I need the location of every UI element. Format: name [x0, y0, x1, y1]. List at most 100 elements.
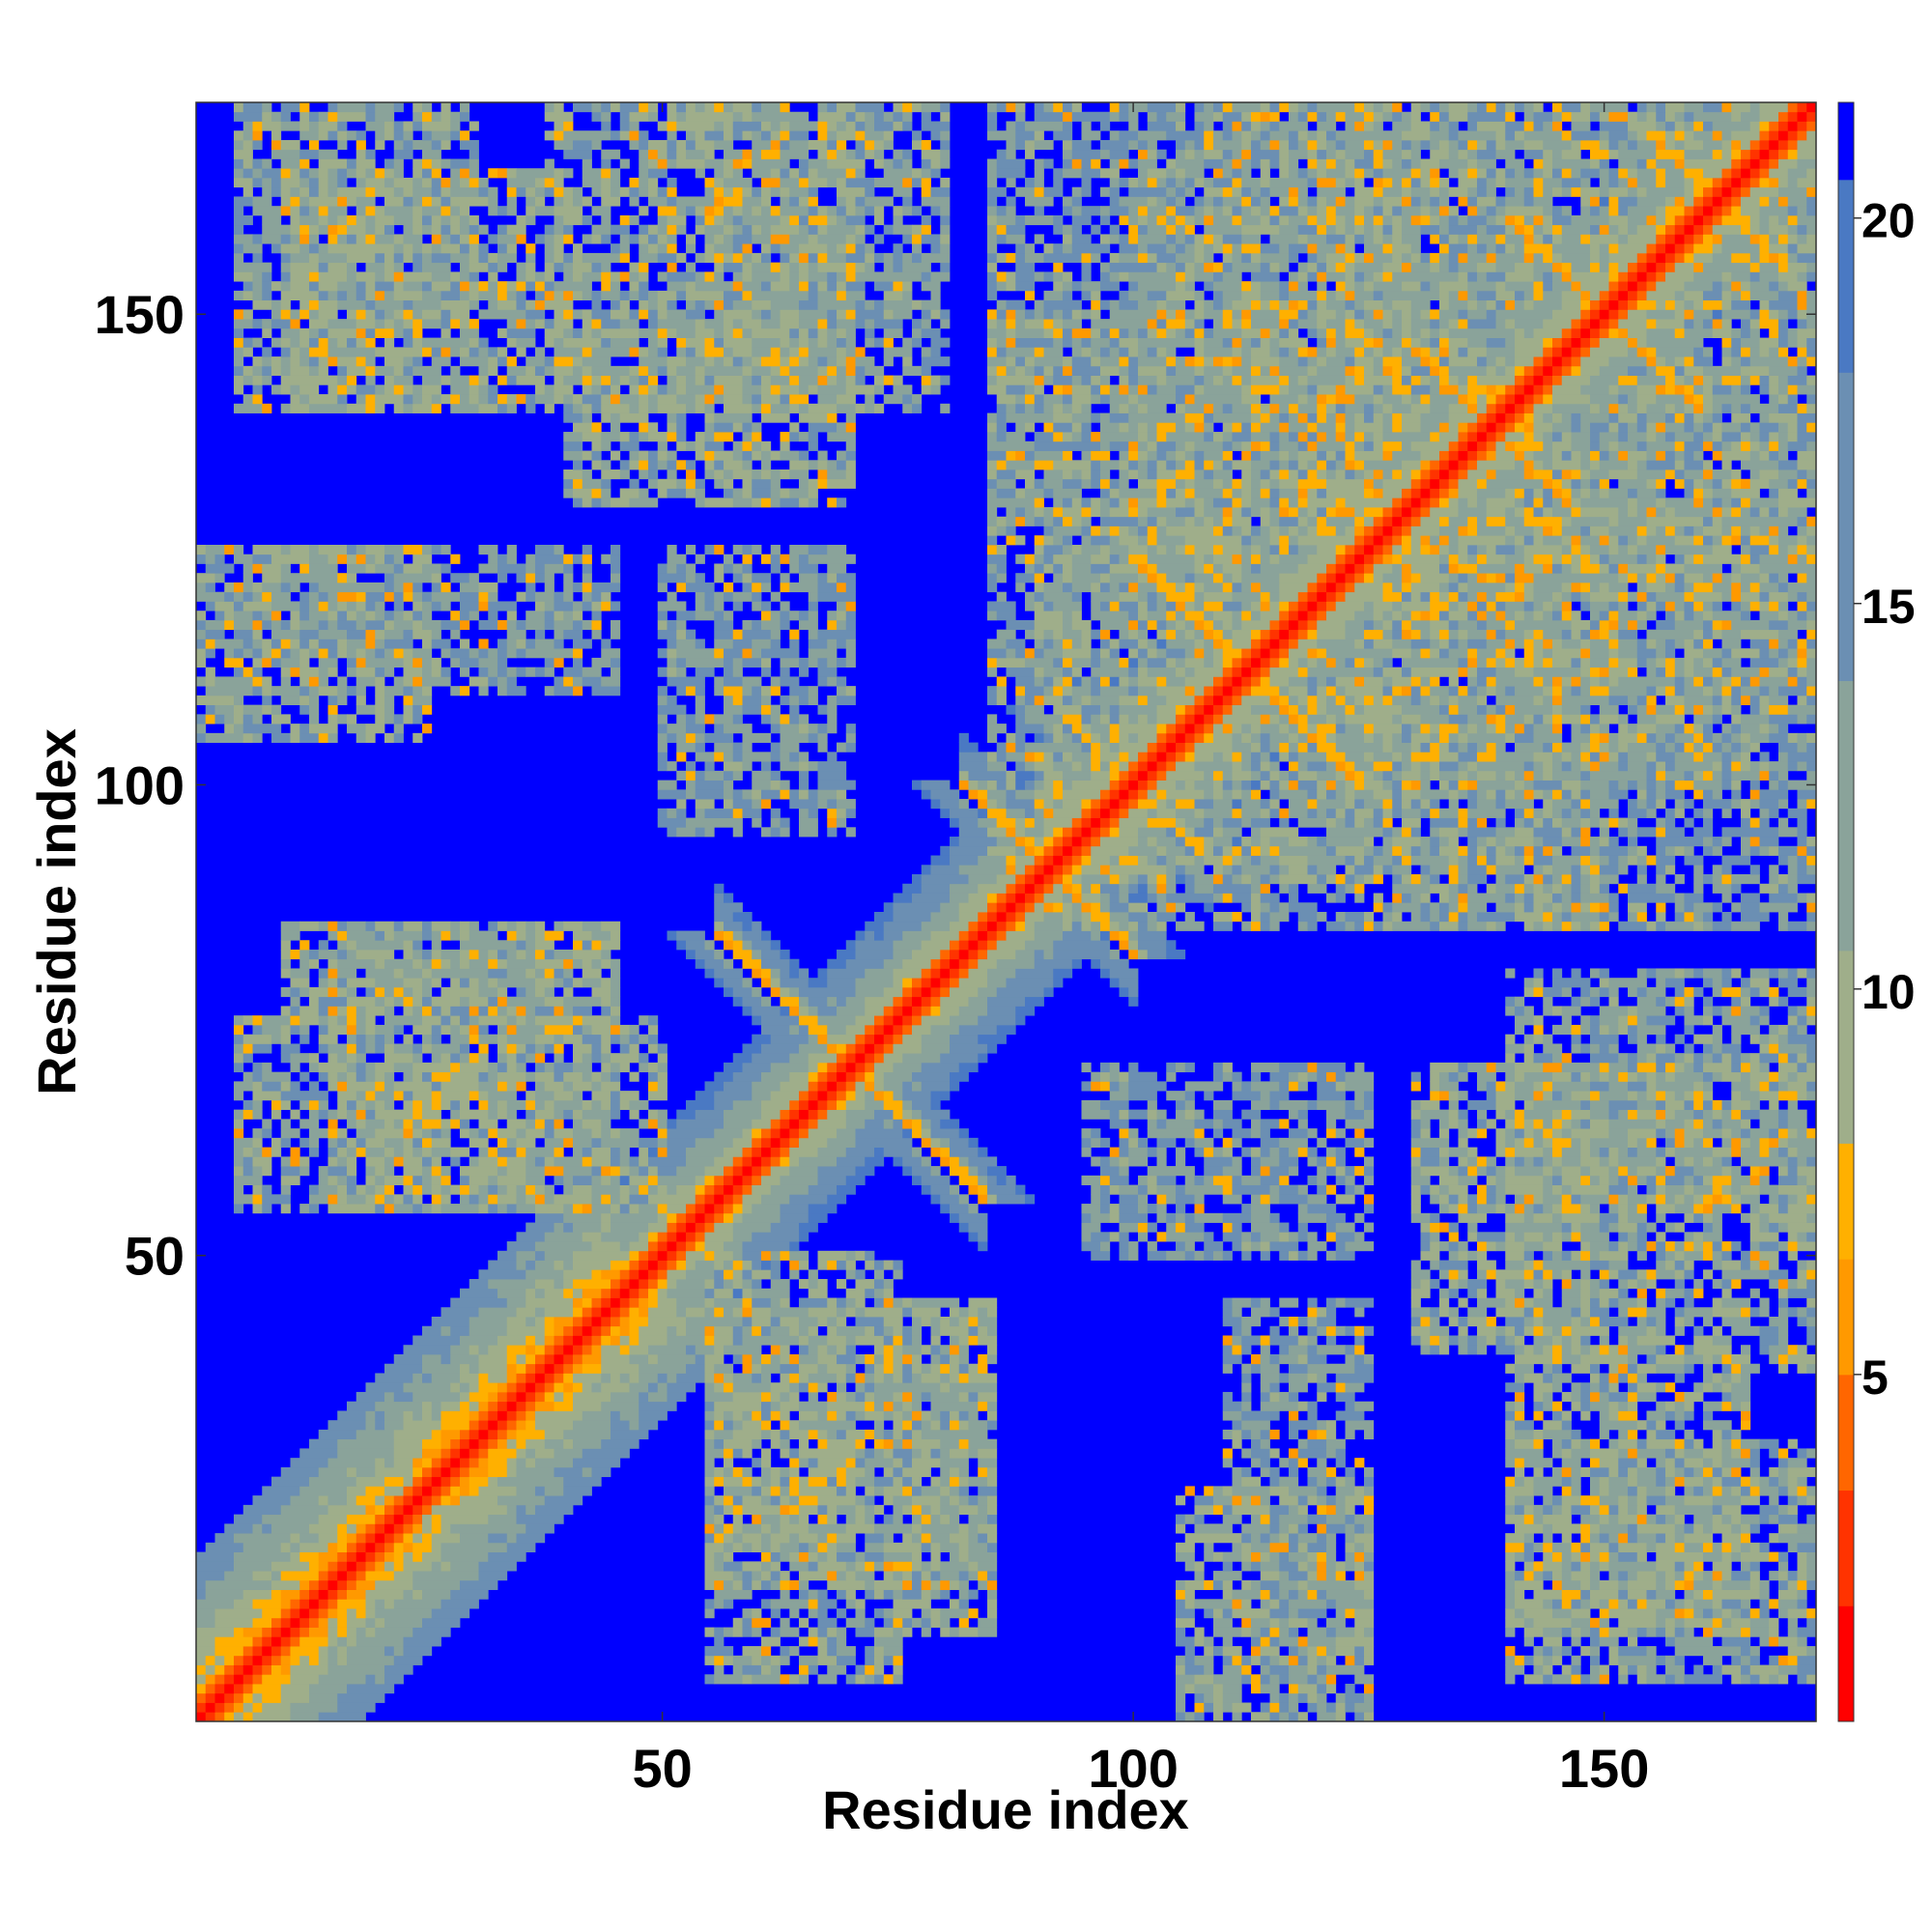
heatmap-cell [1684, 1599, 1694, 1609]
heatmap-cell [365, 1551, 376, 1562]
heatmap-cell [1721, 1551, 1732, 1562]
heatmap-cell [1523, 1194, 1534, 1205]
heatmap-cell [431, 1410, 441, 1421]
heatmap-cell [648, 1317, 687, 1327]
heatmap-cell [1712, 1608, 1722, 1619]
heatmap-cell [1636, 1147, 1657, 1157]
heatmap-cell [1081, 1241, 1101, 1252]
heatmap-cell [639, 1137, 659, 1148]
heatmap-cell [347, 1099, 357, 1111]
heatmap-cell [958, 1212, 988, 1223]
heatmap-cell [1787, 1504, 1798, 1516]
heatmap-cell [290, 1156, 300, 1167]
heatmap-cell [440, 1204, 479, 1214]
heatmap-cell [893, 1269, 903, 1280]
heatmap-cell [987, 1307, 998, 1318]
heatmap-cell [234, 1533, 291, 1544]
heatmap-cell [318, 1646, 328, 1657]
heatmap-cell [1410, 1325, 1431, 1336]
heatmap-cell [611, 1147, 621, 1157]
heatmap-cell [1204, 1175, 1214, 1185]
heatmap-cell [309, 1109, 320, 1120]
heatmap-cell [1778, 1109, 1789, 1120]
heatmap-cell [299, 1589, 310, 1600]
heatmap-cell [1430, 1222, 1440, 1233]
heatmap-cell [1749, 1071, 1770, 1082]
heatmap-cell [1326, 1551, 1337, 1562]
heatmap-cell [1599, 1279, 1609, 1290]
heatmap-cell [563, 1081, 574, 1092]
heatmap-cell [1599, 1599, 1609, 1609]
heatmap-cell [837, 1297, 847, 1308]
heatmap-cell [431, 1184, 441, 1195]
heatmap-cell [1495, 1194, 1506, 1205]
heatmap-cell [1778, 1325, 1789, 1336]
heatmap-cell [1571, 1325, 1609, 1336]
heatmap-cell [1486, 1062, 1496, 1073]
heatmap-cell [1289, 1571, 1308, 1581]
heatmap-cell [1561, 1109, 1572, 1120]
heatmap-cell [412, 1373, 423, 1383]
heatmap-cell [912, 1533, 923, 1544]
heatmap-cell [1194, 1119, 1214, 1129]
heatmap-cell [1467, 1147, 1478, 1157]
heatmap-cell [355, 1579, 376, 1590]
heatmap-cell [1458, 1325, 1468, 1336]
heatmap-cell [1580, 1646, 1591, 1657]
heatmap-cell [497, 1288, 526, 1298]
heatmap-cell [1571, 1617, 1591, 1628]
heatmap-cell [1628, 1401, 1638, 1411]
heatmap-cell [1307, 1589, 1318, 1600]
heatmap-cell [1515, 1391, 1525, 1403]
heatmap-cell [309, 1692, 338, 1703]
heatmap-cell [1204, 1579, 1214, 1590]
heatmap-cell [1317, 1137, 1327, 1148]
heatmap-cell [1166, 1071, 1177, 1082]
heatmap-cell [1674, 1636, 1714, 1647]
heatmap-cell [1580, 1401, 1591, 1411]
heatmap-cell [1769, 1476, 1779, 1487]
heatmap-cell [252, 1043, 272, 1054]
heatmap-cell [1448, 1317, 1459, 1327]
heatmap-cell [761, 1542, 772, 1552]
heatmap-cell [639, 1288, 649, 1298]
heatmap-cell [544, 1495, 583, 1506]
heatmap-cell [1580, 1410, 1591, 1421]
heatmap-cell [865, 1466, 875, 1478]
heatmap-cell [883, 1646, 903, 1657]
heatmap-cell [224, 1674, 235, 1685]
heatmap-cell [1571, 1382, 1581, 1393]
heatmap-cell [1523, 1373, 1544, 1383]
heatmap-cell [563, 1279, 574, 1290]
heatmap-cell [1335, 1636, 1375, 1647]
heatmap-cell [347, 1166, 357, 1177]
heatmap-cell [940, 1617, 951, 1628]
heatmap-cell [1741, 1373, 1751, 1383]
heatmap-cell [611, 1091, 621, 1101]
heatmap-cell [1251, 1448, 1270, 1459]
heatmap-cell [1269, 1608, 1290, 1619]
heatmap-cell [526, 1166, 546, 1177]
heatmap-cell [1410, 1128, 1421, 1139]
heatmap-cell [611, 1175, 621, 1185]
heatmap-cell [893, 1335, 903, 1346]
heatmap-cell [422, 1466, 433, 1478]
heatmap-cell [1128, 1147, 1149, 1157]
heatmap-cell [1317, 1081, 1337, 1092]
heatmap-cell [422, 1533, 433, 1544]
heatmap-cell [1279, 1476, 1299, 1487]
heatmap-cell [686, 1269, 715, 1280]
heatmap-cell [1778, 1353, 1789, 1365]
heatmap-cell [1317, 1325, 1327, 1336]
heatmap-cell [412, 1533, 423, 1544]
heatmap-cell [1797, 1317, 1807, 1327]
heatmap-cell [1684, 1232, 1694, 1242]
heatmap-cell [1081, 1137, 1092, 1148]
heatmap-cell [1354, 1166, 1365, 1177]
heatmap-cell [1297, 1504, 1308, 1516]
heatmap-cell [299, 1551, 320, 1562]
heatmap-cell [789, 1466, 800, 1478]
heatmap-cell [827, 1099, 838, 1111]
heatmap-cell [544, 1317, 554, 1327]
heatmap-cell [1354, 1617, 1375, 1628]
